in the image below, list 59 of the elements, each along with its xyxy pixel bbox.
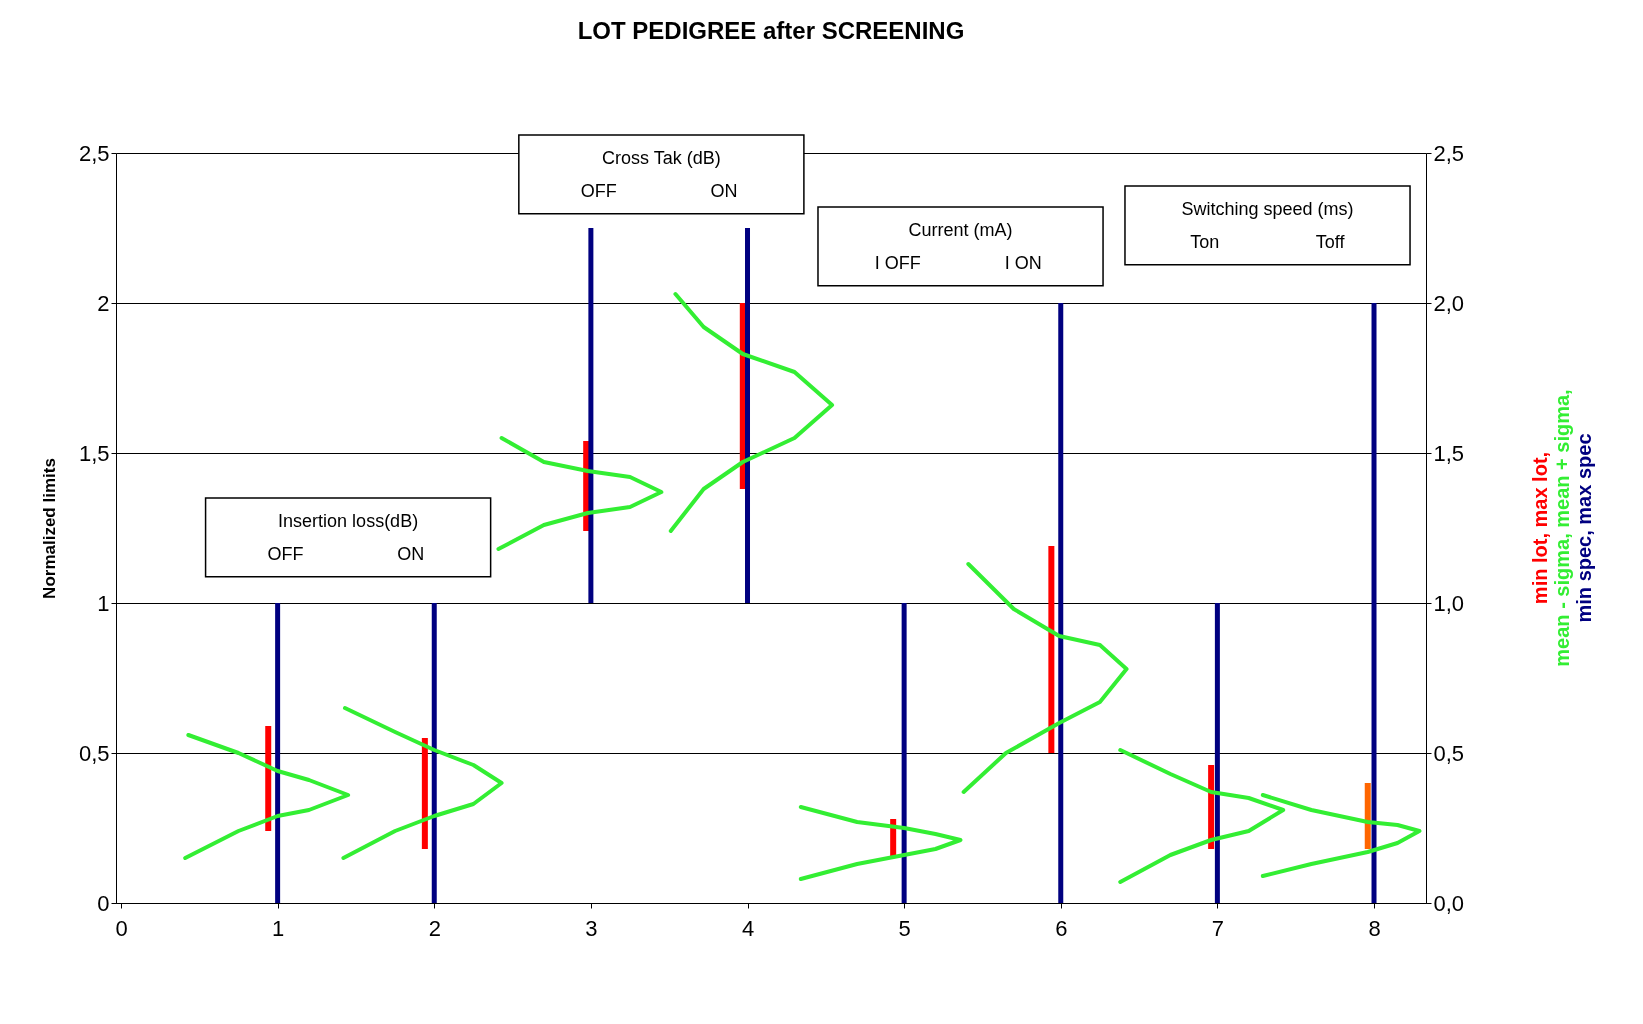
bar [1364,783,1371,849]
y-tick-label: 1 [97,590,110,616]
bar [275,603,281,903]
y2-tick-label: 0,0 [1433,890,1465,916]
bar [421,738,428,849]
annotation: I ON [1004,253,1042,274]
y-tick-label: 2 [97,290,110,316]
annotation: Ton [1190,232,1220,253]
annotation: I OFF [874,253,921,274]
y-tick-label: 1,5 [78,440,110,466]
bar [1058,303,1064,903]
bar [901,603,907,903]
annotation: OFF [267,544,304,565]
line-series [1118,748,1286,884]
bar [1048,546,1055,753]
annotation: Toff [1315,232,1346,253]
text: mean - sigma, mean + sigma, [1551,389,1573,667]
x-tick-label: 2 [428,915,441,941]
x-tick-label: 7 [1211,915,1225,941]
annotation: OFF [580,181,617,202]
line-series [961,562,1129,794]
y2-tick-label: 2,5 [1433,140,1465,166]
x-tick-label: 4 [741,915,755,941]
x-tick-label: 3 [585,915,598,941]
text: min lot, max lot, [1529,451,1551,605]
y-tick-label: 2,5 [78,140,110,166]
annotation: Switching speed (ms) [1181,198,1354,219]
x-tick-label: 0 [115,915,128,941]
annotation: ON [710,181,738,202]
bar [745,228,751,603]
y-tick-label: 0,5 [78,740,110,766]
line-series [341,706,504,860]
bar [431,603,437,903]
bar [265,726,272,831]
text: min spec, max spec [1573,433,1595,623]
y2-tick-label: 0,5 [1433,740,1465,766]
line-series [798,805,963,881]
line-series [496,436,664,551]
y2-tick-label: 1,0 [1433,590,1465,616]
x-tick-label: 5 [898,915,911,941]
x-tick-label: 8 [1368,915,1381,941]
x-tick-label: 6 [1055,915,1068,941]
y2-tick-label: 2,0 [1433,290,1465,316]
annotation: Current (mA) [908,219,1013,240]
bar [588,228,594,603]
line-series [668,292,835,533]
annotation: ON [397,544,425,565]
chart-title: LOT PEDIGREE after SCREENING [577,17,965,45]
line-series [183,733,351,860]
x-tick-label: 1 [272,915,285,941]
bar [1371,303,1377,903]
line-series [1260,793,1422,878]
y-tick-label: 0 [97,890,110,916]
bar [1214,603,1220,903]
annotation: Insertion loss(dB) [278,510,419,531]
y2-tick-label: 1,5 [1433,440,1465,466]
annotation: Cross Tak (dB) [602,147,721,168]
y-axis-title: Normalized limits [39,458,59,599]
bar [1208,765,1215,849]
